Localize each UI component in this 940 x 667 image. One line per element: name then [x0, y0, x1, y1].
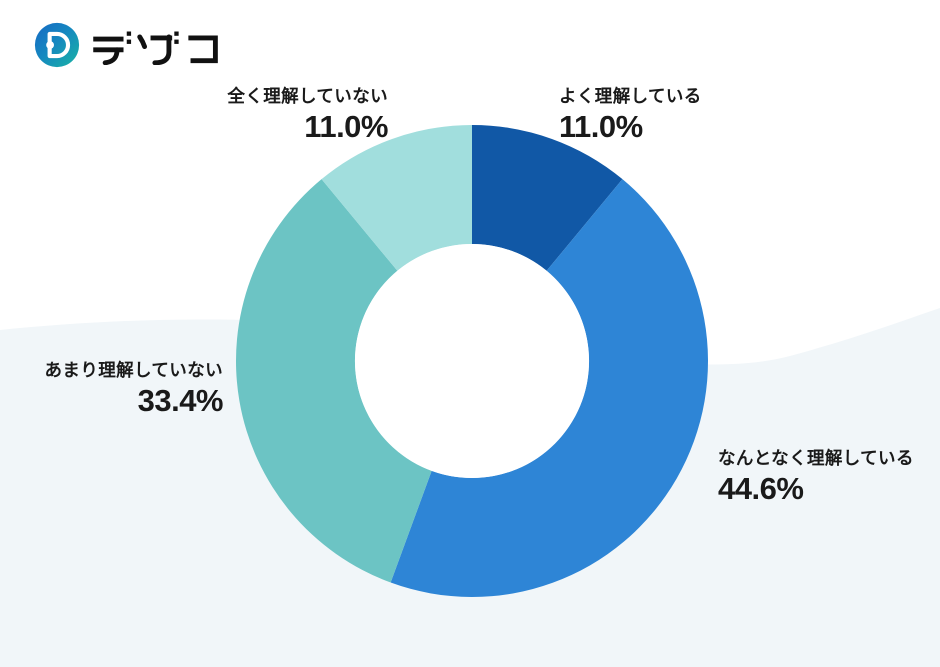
slice-label-value: 44.6%	[718, 470, 804, 506]
slice-label-somewhat-understand: なんとなく理解している 44.6%	[718, 448, 940, 507]
slice-label-not-much: あまり理解していない 33.4%	[18, 360, 224, 419]
slice-label-category: よく理解している	[559, 86, 702, 106]
donut-slice-3	[236, 179, 432, 583]
donut-slice-2	[390, 179, 708, 597]
slice-label-value: 11.0%	[559, 108, 643, 144]
donut-center-hole	[354, 243, 590, 479]
slice-label-category: なんとなく理解している	[718, 448, 914, 468]
donut-slice-1	[472, 125, 623, 271]
slice-label-not-at-all: 全く理解していない 11.0%	[186, 86, 388, 145]
slice-label-understand-well: よく理解している 11.0%	[559, 86, 779, 145]
brand-logo	[34, 21, 220, 69]
slice-label-category: あまり理解していない	[44, 360, 223, 380]
slice-label-value: 33.4%	[137, 382, 224, 418]
slice-label-value: 11.0%	[304, 108, 388, 144]
donut-slice-4	[321, 125, 472, 271]
slice-label-category: 全く理解していない	[227, 86, 388, 106]
dejiko-circle-logo-icon	[34, 22, 80, 68]
brand-wordmark-dejiko	[93, 31, 218, 65]
donut-slices	[236, 125, 708, 597]
